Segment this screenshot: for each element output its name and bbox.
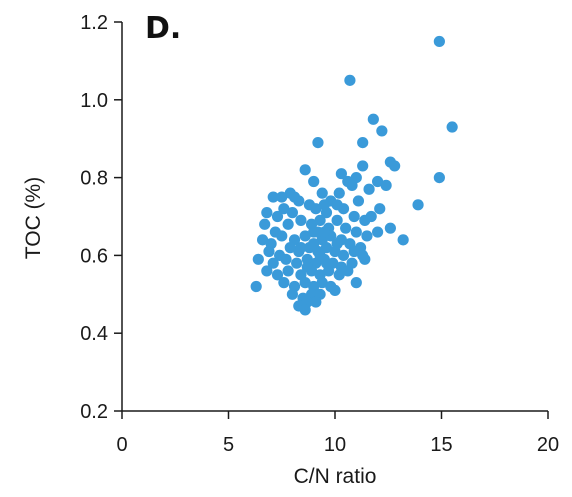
data-point	[278, 277, 290, 289]
data-point	[344, 74, 356, 86]
data-point	[320, 242, 333, 254]
x-tick-label: 15	[430, 434, 452, 456]
data-point	[372, 175, 384, 188]
data-point	[256, 234, 269, 246]
data-point	[271, 210, 284, 223]
data-point	[331, 214, 343, 226]
data-point	[299, 230, 311, 242]
data-point	[433, 35, 445, 48]
data-point	[397, 234, 409, 246]
data-point	[291, 257, 303, 269]
x-ticks: 0 5 10 15 20	[116, 411, 559, 456]
data-point	[299, 277, 311, 289]
data-point	[295, 242, 307, 254]
y-tick-label: 0.6	[80, 245, 108, 267]
data-point	[357, 136, 369, 149]
data-point	[359, 214, 371, 226]
data-point	[367, 113, 379, 125]
data-point	[301, 261, 313, 273]
y-tick-label: 0.8	[80, 168, 108, 190]
data-point	[333, 269, 345, 281]
data-point	[261, 265, 273, 277]
data-point	[380, 179, 392, 191]
y-tick-label: 0.4	[80, 323, 108, 345]
data-point	[374, 203, 386, 215]
data-point	[263, 245, 275, 258]
data-point	[329, 284, 341, 297]
x-tick-label: 20	[537, 434, 559, 456]
data-point	[384, 222, 396, 234]
data-point	[337, 249, 350, 261]
data-point	[346, 179, 358, 191]
data-point	[312, 136, 324, 149]
data-point	[314, 214, 326, 226]
data-point	[348, 245, 360, 258]
data-point	[318, 199, 330, 211]
data-point	[286, 207, 298, 219]
data-point	[286, 288, 298, 300]
x-tick-label: 5	[223, 434, 234, 456]
data-point	[278, 203, 290, 215]
data-point	[310, 296, 322, 308]
data-point	[359, 253, 371, 265]
y-tick-label: 1.2	[80, 12, 108, 34]
x-axis-title: C/N ratio	[294, 465, 377, 488]
data-point	[446, 121, 458, 133]
data-point	[276, 230, 288, 242]
data-point	[348, 210, 360, 223]
data-point	[301, 253, 313, 265]
data-point	[250, 280, 262, 293]
data-point	[352, 195, 365, 207]
data-point	[350, 226, 362, 238]
data-point	[320, 257, 333, 269]
data-point	[389, 160, 401, 172]
data-point	[342, 265, 354, 277]
data-point	[310, 203, 322, 215]
data-point	[331, 238, 343, 250]
data-point	[376, 125, 388, 137]
y-tick-label: 1.0	[80, 90, 108, 112]
y-axis-title: TOC (%)	[22, 177, 45, 259]
data-point	[259, 218, 271, 230]
y-ticks: 0.2 0.4 0.6 0.8 1.0 1.2	[80, 12, 122, 423]
data-point	[316, 277, 328, 289]
data-point	[308, 238, 320, 250]
data-point	[308, 175, 320, 188]
data-point	[412, 199, 424, 211]
x-tick-label: 10	[324, 434, 346, 456]
panel-label: D.	[145, 11, 181, 46]
data-point	[372, 226, 384, 238]
data-point	[316, 187, 328, 199]
data-point	[335, 168, 347, 180]
data-point	[295, 214, 307, 226]
data-point	[267, 191, 279, 203]
data-point	[299, 304, 311, 316]
data-point	[318, 226, 330, 238]
data-point	[350, 277, 362, 289]
data-point	[363, 183, 375, 195]
data-point	[282, 218, 294, 230]
data-point	[252, 253, 264, 265]
data-point	[284, 242, 296, 254]
data-point	[271, 269, 284, 281]
data-point	[267, 257, 279, 269]
data-point	[314, 249, 326, 261]
data-point	[361, 230, 373, 242]
data-point	[331, 199, 343, 211]
data-point	[261, 207, 273, 219]
data-point	[280, 253, 292, 265]
data-point	[282, 265, 294, 277]
data-point	[357, 160, 369, 172]
data-points	[250, 35, 458, 316]
data-point	[276, 191, 288, 203]
data-point	[333, 187, 345, 199]
data-point	[340, 222, 352, 234]
x-tick-label: 0	[116, 434, 127, 456]
y-tick-label: 0.2	[80, 401, 108, 423]
data-point	[299, 164, 311, 176]
data-point	[433, 172, 445, 184]
data-point	[288, 191, 301, 203]
